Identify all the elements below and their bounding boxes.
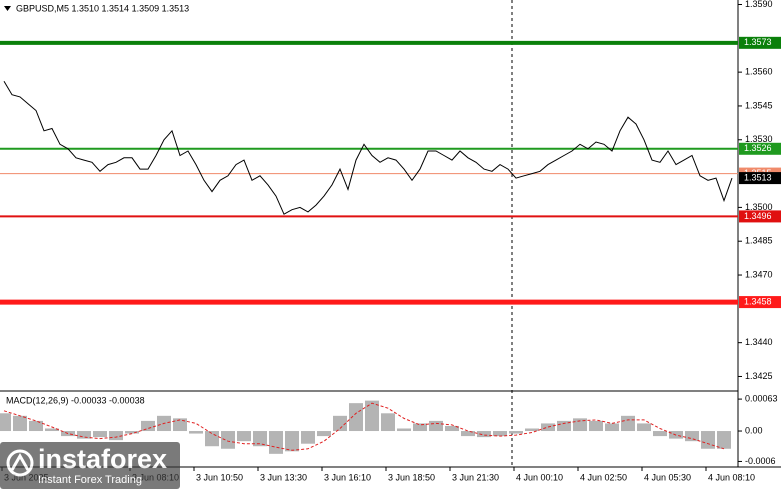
chart-title: GBPUSD,M5 1.3510 1.3514 1.3509 1.3513 [16, 3, 189, 13]
macd-title: MACD(12,26,9) -0.00033 -0.00038 [6, 395, 145, 405]
macd-bar [653, 431, 667, 437]
macd-bar [365, 400, 379, 432]
macd-bar [541, 423, 555, 432]
macd-bar [477, 431, 491, 438]
level-label-box [739, 296, 781, 309]
macd-bar [701, 431, 715, 449]
macd-bar [717, 431, 731, 449]
macd-bar [381, 413, 395, 432]
y-tick-label: 0.00 [745, 425, 763, 435]
macd-bar [253, 431, 267, 447]
macd-bar [141, 420, 155, 432]
level-label-box [739, 142, 781, 155]
x-tick-label: 3 Jun 10:50 [196, 472, 243, 482]
x-tick-label: 4 Jun 08:10 [708, 472, 755, 482]
level-label: 1.3526 [744, 143, 772, 153]
macd-bar [493, 431, 507, 437]
macd-signal [3, 402, 725, 451]
watermark-icon-mark [10, 452, 30, 471]
y-tick-label: 1.3560 [745, 67, 773, 77]
x-tick-label: 3 Jun 18:50 [388, 472, 435, 482]
x-tick-label: 3 Jun 21:30 [452, 472, 499, 482]
macd-bar [301, 431, 315, 444]
macd-bar [0, 413, 11, 432]
price-line [3, 80, 733, 215]
macd-bar [29, 420, 43, 432]
y-tick-label: 1.3500 [745, 202, 773, 212]
macd-bar [205, 431, 219, 447]
macd-bar [509, 431, 523, 434]
macd-bar [125, 431, 139, 434]
level-label: 1.3496 [744, 211, 772, 221]
x-tick-label: 3 Jun 16:10 [324, 472, 371, 482]
y-tick-label: -0.0006 [745, 456, 776, 466]
macd-bar [173, 418, 187, 432]
watermark-box [0, 442, 180, 489]
macd-bar [605, 423, 619, 432]
macd-bar [237, 431, 251, 442]
x-tick-label: 3 Jun 13:30 [260, 472, 307, 482]
x-tick-label: 4 Jun 05:30 [644, 472, 691, 482]
level-label-box [739, 36, 781, 49]
macd-bar [557, 420, 571, 432]
level-label-box [739, 210, 781, 223]
macd-bar [349, 403, 363, 432]
last-price-box [739, 172, 781, 185]
macd-bar [685, 431, 699, 442]
watermark: instaforex Instant Forex Trading [0, 442, 180, 489]
macd-bar [573, 418, 587, 432]
level-label: 1.3573 [744, 37, 772, 47]
watermark-brand: instaforex [38, 444, 167, 474]
header-icon [4, 6, 11, 11]
macd-bar [285, 431, 299, 452]
x-tick-label: 4 Jun 00:10 [516, 472, 563, 482]
macd-bar [621, 415, 635, 432]
y-tick-label: 1.3545 [745, 100, 773, 110]
macd-bar [397, 428, 411, 432]
macd-bar [589, 420, 603, 432]
macd-bar [429, 420, 443, 432]
macd-bar [221, 431, 235, 449]
macd-bar [93, 431, 107, 438]
macd-bar [13, 415, 27, 432]
macd-bar [333, 415, 347, 432]
y-tick-label: 1.3485 [745, 236, 773, 246]
macd-bar [413, 423, 427, 432]
x-tick-label: 4 Jun 02:50 [580, 472, 627, 482]
macd-bar [77, 431, 91, 439]
macd-bar [461, 431, 475, 437]
watermark-tagline: Instant Forex Trading [38, 474, 142, 486]
y-tick-label: 1.3530 [745, 134, 773, 144]
y-tick-label: 1.3590 [745, 0, 773, 9]
watermark-icon [6, 449, 34, 477]
macd-bar [637, 423, 651, 432]
level-label: 1.3458 [744, 296, 772, 306]
macd-bar [45, 428, 59, 432]
macd-bar [445, 425, 459, 432]
macd-bar [317, 431, 331, 437]
macd-bar [189, 431, 203, 434]
y-tick-label: 1.3470 [745, 269, 773, 279]
macd-bar [269, 431, 283, 454]
last-price-label: 1.3513 [744, 172, 772, 182]
y-tick-label: 1.3425 [745, 371, 773, 381]
macd-bar [525, 428, 539, 432]
y-tick-label: 0.00063 [745, 393, 778, 403]
macd-bar [109, 431, 123, 441]
y-tick-label: 1.3440 [745, 337, 773, 347]
